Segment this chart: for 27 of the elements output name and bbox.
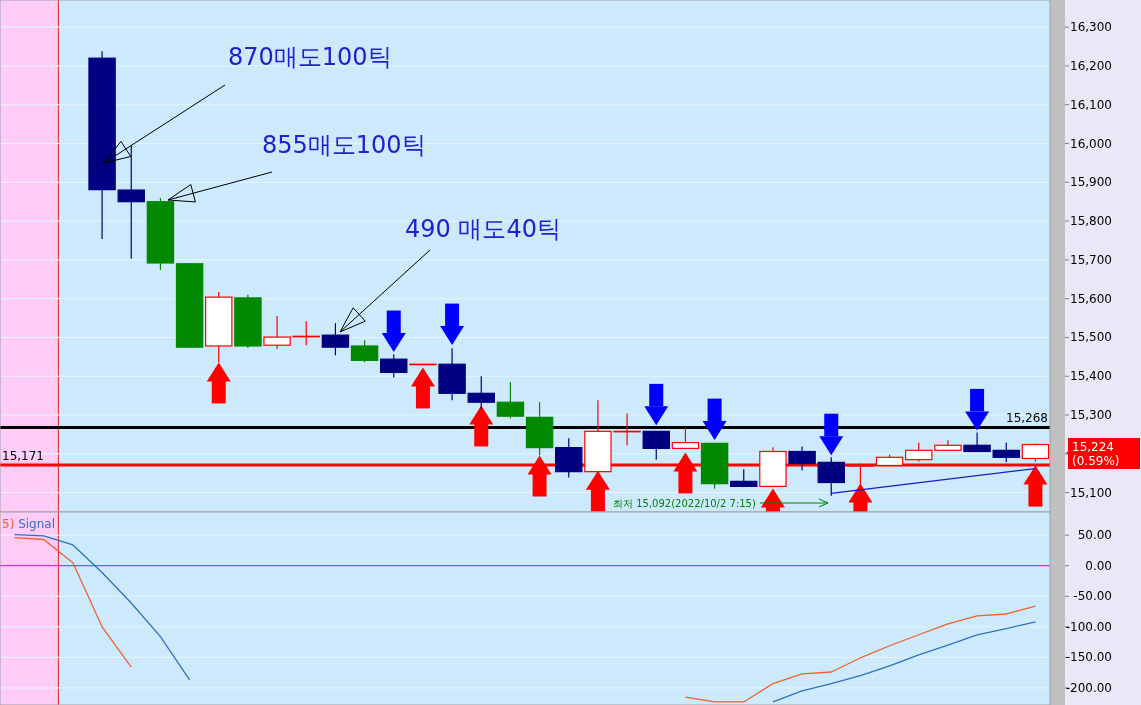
y-tick-label: 0.00 bbox=[1085, 558, 1112, 573]
ref-line-label: 15,268 bbox=[1006, 411, 1048, 426]
series-label: 5) bbox=[2, 517, 15, 531]
y-tick-label: -150.00 bbox=[1065, 650, 1112, 665]
y-tick-label: 15,100 bbox=[1070, 485, 1112, 500]
y-tick-label: 15,400 bbox=[1070, 369, 1112, 384]
y-tick-label: 15,500 bbox=[1070, 330, 1112, 345]
y-tick-label: 16,100 bbox=[1070, 97, 1112, 112]
annotation: 870매도100틱 bbox=[228, 43, 392, 71]
annotation: 최저 15,092(2022/10/2 7:15) bbox=[613, 498, 756, 509]
y-tick-label: 50.00 bbox=[1077, 528, 1112, 543]
y-tick-label: 16,200 bbox=[1070, 58, 1112, 73]
series-label: Signal bbox=[14, 517, 56, 531]
y-tick-label: 15,800 bbox=[1070, 214, 1112, 229]
y-tick-label: -200.00 bbox=[1065, 680, 1112, 695]
y-tick-label: 16,300 bbox=[1070, 20, 1112, 35]
y-tick-label: 15,700 bbox=[1070, 252, 1112, 267]
y-tick-label: 15,300 bbox=[1070, 408, 1112, 423]
y-tick-label: 15,600 bbox=[1070, 291, 1112, 306]
candlestick bbox=[234, 294, 262, 349]
y-tick-label: 15,900 bbox=[1070, 175, 1112, 190]
text: 15,224 (0.59%) bbox=[1072, 440, 1120, 468]
y-tick-label: 16,000 bbox=[1070, 136, 1112, 151]
y-tick-label: -50.00 bbox=[1073, 589, 1112, 604]
annotation: 490 매도40틱 bbox=[405, 215, 561, 243]
annotation: 855매도100틱 bbox=[262, 131, 426, 159]
y-tick-label: -100.00 bbox=[1065, 619, 1112, 634]
